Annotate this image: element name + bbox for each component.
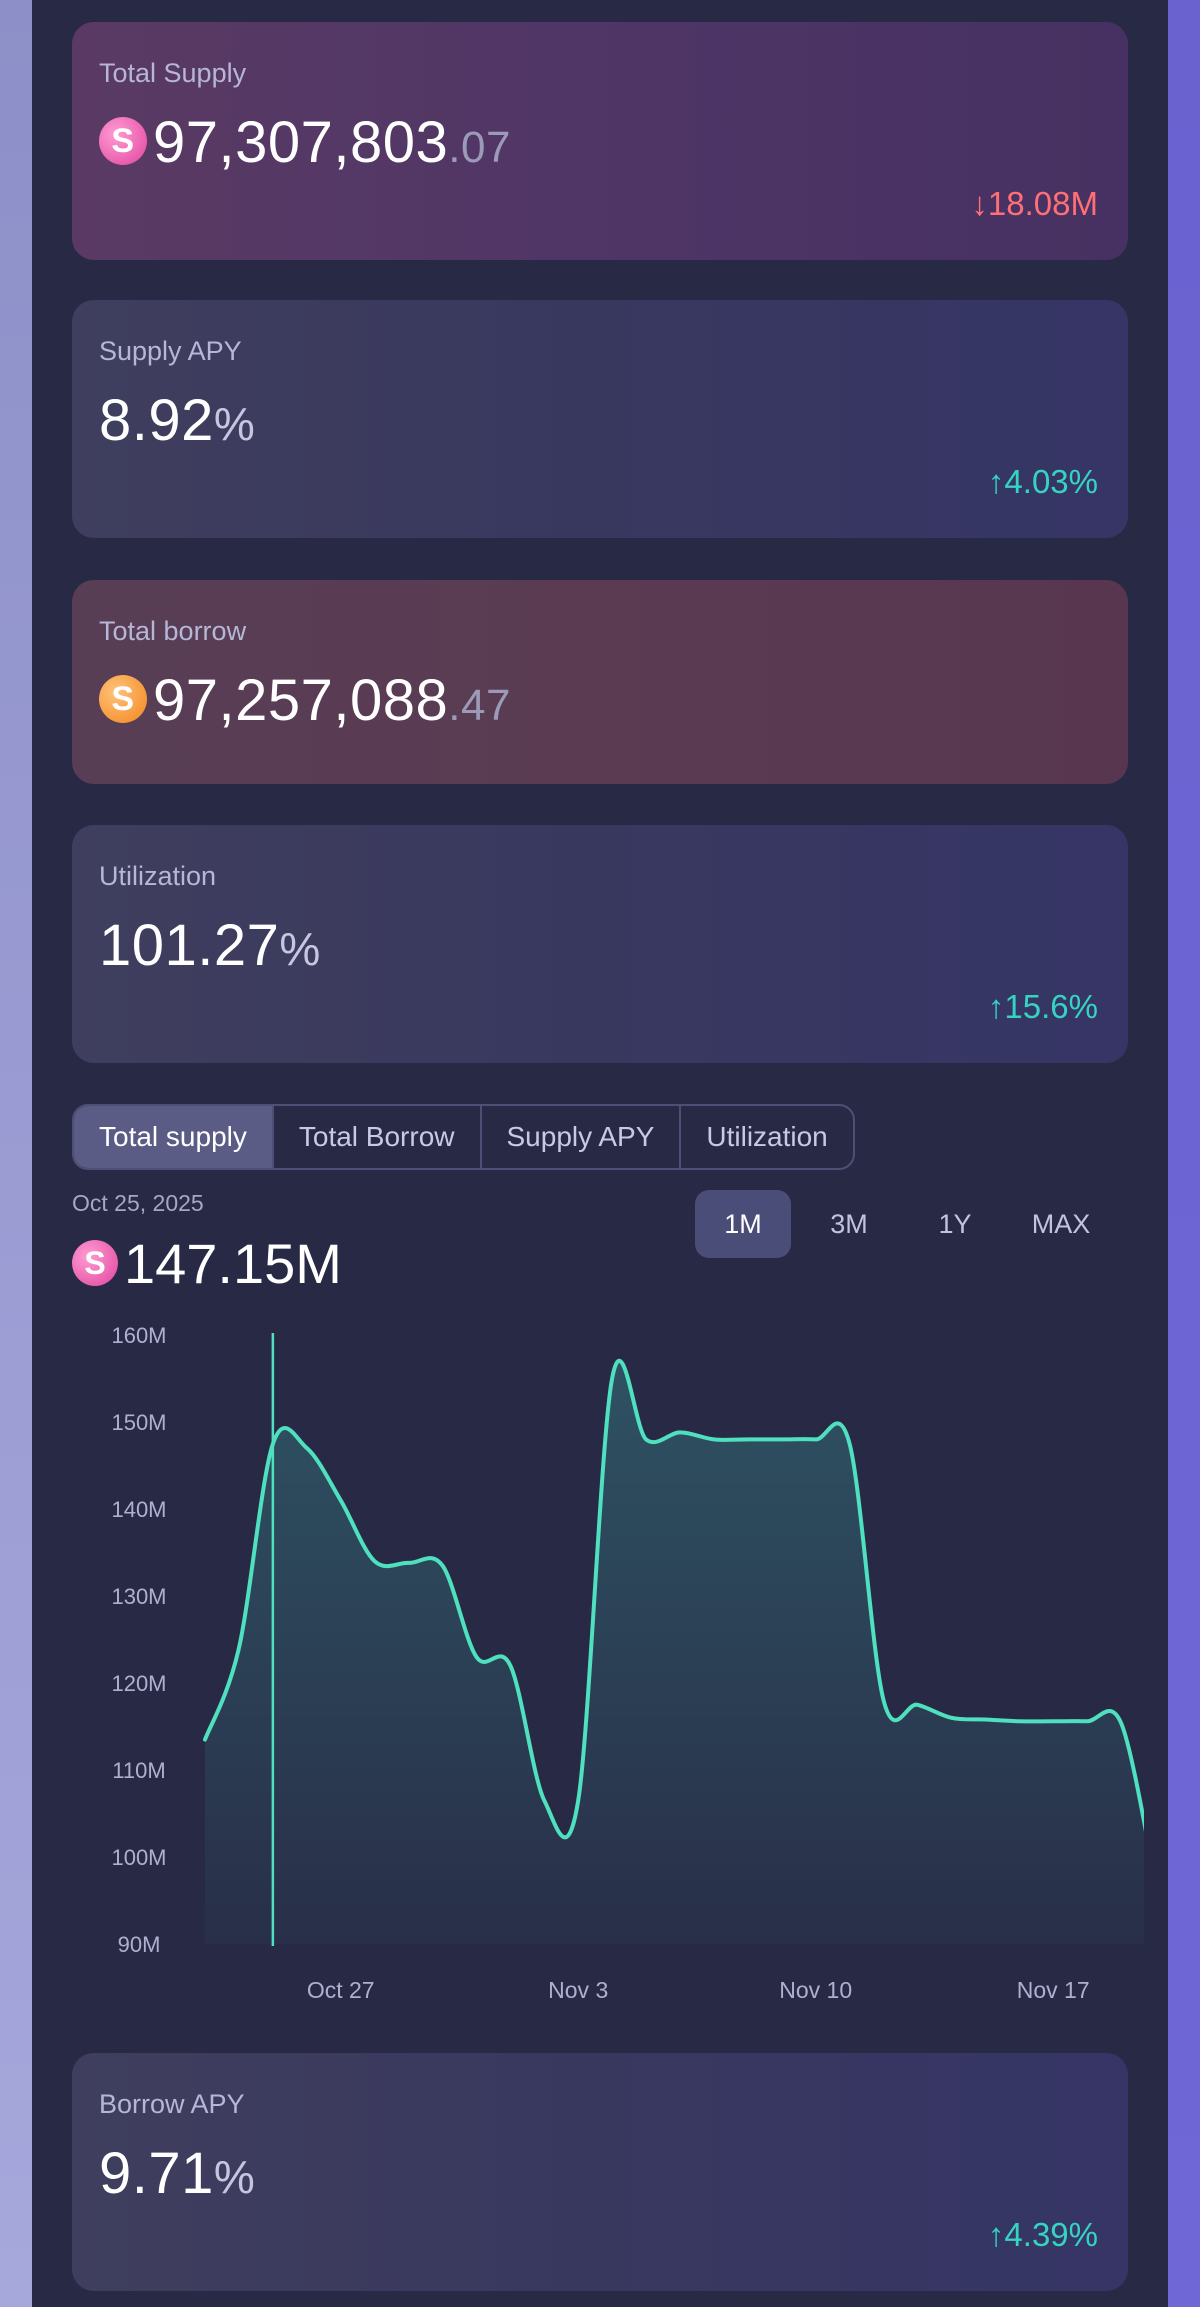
utilization-value: 101.27% (99, 917, 321, 975)
selected-date: Oct 25, 2025 (72, 1190, 204, 1216)
coin-icon: S (99, 674, 147, 723)
supply-apy-unit: % (213, 398, 256, 450)
y-tick-label: 140M (111, 1497, 166, 1522)
total-borrow-decimal: .47 (448, 681, 511, 730)
tab-total-supply[interactable]: Total supply (74, 1106, 274, 1168)
coin-icon: S (72, 1240, 118, 1287)
x-tick-label: Nov 10 (779, 1977, 852, 2003)
total-borrow-value: S 97,257,088.47 (99, 672, 511, 730)
borrow-apy-unit: % (213, 2151, 256, 2203)
borrow-apy-change: ↑4.39% (987, 2216, 1098, 2253)
right-edge (1168, 0, 1200, 2307)
total-borrow-label: Total borrow (99, 616, 247, 646)
utilization-change: ↑15.6% (987, 988, 1098, 1025)
borrow-apy-label: Borrow APY (99, 2089, 245, 2119)
total-supply-value: S 97,307,803.07 (99, 114, 511, 172)
time-range-selector: 1M 3M 1Y MAX (695, 1190, 1119, 1258)
total-supply-integer: 97,307,803 (153, 110, 449, 175)
range-1m-button[interactable]: 1M (695, 1190, 791, 1258)
y-tick-label: 110M (112, 1758, 165, 1783)
coin-icon: S (99, 116, 147, 165)
y-tick-label: 90M (118, 1932, 161, 1957)
selected-value: S 147.15M (72, 1232, 342, 1296)
tab-total-borrow[interactable]: Total Borrow (274, 1106, 482, 1168)
supply-apy-value: 8.92% (99, 392, 255, 450)
chart-metric-tabs: Total supply Total Borrow Supply APY Uti… (72, 1104, 855, 1170)
utilization-unit: % (279, 923, 321, 975)
total-supply-decimal: .07 (448, 123, 511, 172)
series-area (205, 1360, 1144, 1944)
x-tick-label: Nov 3 (548, 1977, 608, 2003)
supply-chart[interactable]: 90M 100M 110M 120M 130M 140M 150M 160M Oct 27 Nov… (64, 1300, 1144, 2020)
range-1y-button[interactable]: 1Y (938, 1209, 972, 1239)
range-max-button[interactable]: MAX (1031, 1209, 1091, 1239)
y-tick-label: 100M (111, 1845, 166, 1870)
borrow-apy-value: 9.71% (99, 2145, 255, 2203)
x-tick-label: Oct 27 (307, 1977, 375, 2003)
tab-supply-apy[interactable]: Supply APY (482, 1106, 682, 1168)
total-supply-card: Total Supply S 97,307,803.07 ↓18.08M (72, 22, 1128, 260)
x-tick-label: Nov 17 (1017, 1977, 1090, 2003)
supply-apy-card: Supply APY 8.92% ↑4.03% (72, 300, 1128, 538)
y-tick-label: 120M (111, 1671, 166, 1696)
utilization-card: Utilization 101.27% ↑15.6% (72, 825, 1128, 1063)
borrow-apy-card: Borrow APY 9.71% ↑4.39% (72, 2053, 1128, 2291)
total-supply-label: Total Supply (99, 58, 247, 88)
y-tick-label: 130M (111, 1584, 166, 1609)
y-tick-label: 150M (111, 1410, 166, 1435)
supply-apy-number: 8.92 (99, 388, 214, 453)
borrow-apy-number: 9.71 (99, 2141, 214, 2206)
supply-apy-change: ↑4.03% (987, 463, 1098, 500)
supply-apy-label: Supply APY (99, 336, 242, 366)
series-line (203, 1358, 1144, 1840)
market-panel: Total Supply S 97,307,803.07 ↓18.08M Supp… (32, 0, 1168, 2307)
total-borrow-card: Total borrow S 97,257,088.47 (72, 580, 1128, 784)
left-edge (0, 0, 32, 2307)
total-borrow-integer: 97,257,088 (153, 668, 449, 733)
y-tick-label: 160M (111, 1323, 166, 1348)
selected-value-number: 147.15M (124, 1232, 342, 1295)
utilization-number: 101.27 (99, 913, 280, 978)
utilization-label: Utilization (99, 861, 217, 891)
total-supply-change: ↓18.08M (971, 185, 1098, 222)
tab-utilization[interactable]: Utilization (706, 1121, 828, 1152)
range-3m-button[interactable]: 3M (830, 1209, 868, 1239)
